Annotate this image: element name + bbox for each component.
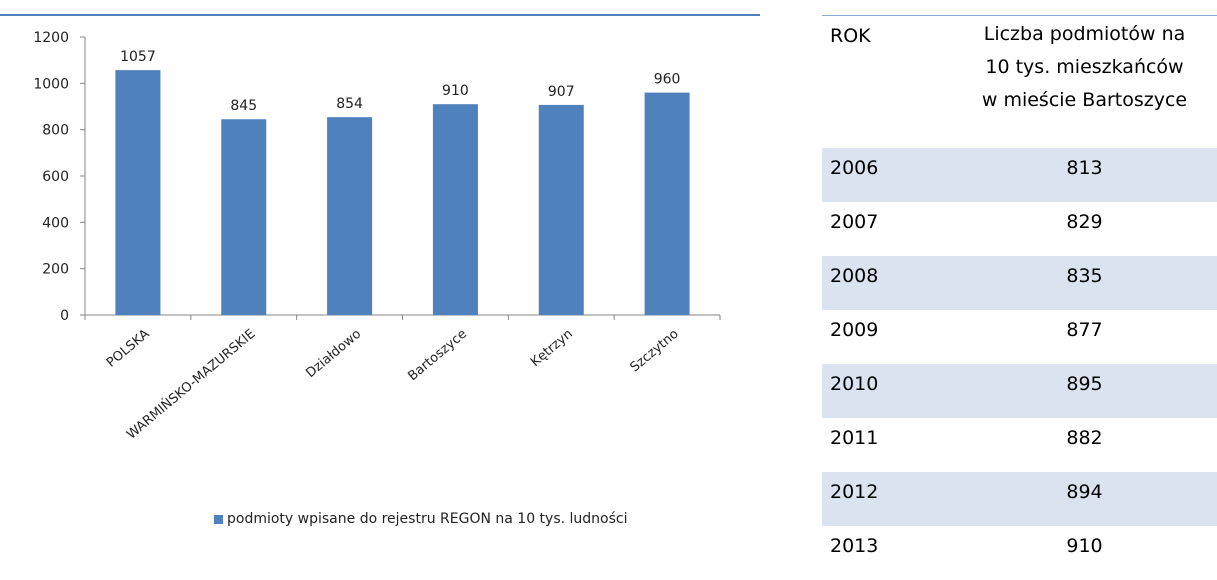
header-year: ROK — [830, 25, 871, 47]
table-row: 2009 877 — [822, 310, 1217, 364]
table-cell-year: 2012 — [830, 481, 879, 503]
table-cell-value: 835 — [1066, 265, 1103, 287]
header-count-line: Liczba podmiotów na — [983, 23, 1186, 45]
table-cell-year: 2010 — [830, 373, 879, 395]
table-row: 2010 895 — [822, 364, 1217, 418]
table-cell-value: 910 — [1066, 535, 1103, 557]
table-row: 2008 835 — [822, 256, 1217, 310]
x-tick-label: POLSKA — [104, 327, 153, 371]
y-tick-label: 1200 — [33, 30, 69, 46]
bar — [644, 92, 690, 315]
table-cell-year: 2008 — [830, 265, 879, 287]
bartoszyce-table: ROK Liczba podmiotów na 10 tys. mieszkań… — [822, 18, 1217, 580]
legend-label: podmioty wpisane do rejestru REGON na 10… — [227, 511, 628, 527]
table-row: 2007 829 — [822, 202, 1217, 256]
bar — [115, 70, 161, 316]
top-rule-left — [0, 14, 760, 16]
header-count-line: w mieście Bartoszyce — [981, 89, 1188, 111]
table-header: ROK Liczba podmiotów na 10 tys. mieszkań… — [822, 18, 1217, 148]
y-tick-label: 400 — [42, 215, 69, 231]
x-tick-label: Działdowo — [303, 327, 364, 382]
table-cell-year: 2013 — [830, 535, 879, 557]
table-cell-year: 2007 — [830, 211, 879, 233]
x-tick-label: Szczytno — [628, 327, 682, 376]
y-tick-label: 200 — [42, 262, 69, 278]
chart-legend: podmioty wpisane do rejestru REGON na 10… — [214, 511, 628, 527]
table-cell-value: 894 — [1066, 481, 1103, 503]
data-label: 960 — [654, 72, 681, 88]
header-count-line: 10 tys. mieszkańców — [985, 56, 1184, 78]
table-row: 2012 894 — [822, 472, 1217, 526]
table-body: 2006 813 2007 829 2008 835 2009 877 2010 895 2011 8… — [822, 148, 1217, 580]
y-tick-label: 600 — [42, 169, 69, 185]
table-cell-value: 895 — [1066, 373, 1103, 395]
table-cell-value: 813 — [1066, 157, 1103, 179]
regon-bar-chart: 0200400600800100012001057POLSKA845WARMIŃ… — [33, 30, 721, 443]
bar — [538, 104, 584, 316]
table-cell-value: 877 — [1066, 319, 1103, 341]
table-cell-value: 829 — [1066, 211, 1103, 233]
data-label: 854 — [336, 96, 363, 112]
data-label: 845 — [230, 98, 257, 114]
table-row: 2011 882 — [822, 418, 1217, 472]
x-tick-label: Bartoszyce — [405, 327, 470, 385]
table-row: 2006 813 — [822, 148, 1217, 202]
y-tick-label: 0 — [60, 308, 69, 324]
table-cell-value: 882 — [1066, 427, 1103, 449]
table-cell-year: 2006 — [830, 157, 879, 179]
data-label: 910 — [442, 83, 469, 99]
data-label: 1057 — [120, 49, 156, 65]
data-label: 907 — [548, 84, 575, 100]
y-tick-label: 800 — [42, 123, 69, 139]
top-rule-right — [822, 15, 1217, 16]
header-count: Liczba podmiotów na 10 tys. mieszkańców … — [952, 18, 1217, 148]
y-tick-label: 1000 — [33, 76, 69, 92]
x-tick-label: Kętrzyn — [528, 327, 576, 370]
bar — [221, 119, 267, 315]
bar — [327, 117, 373, 315]
bar — [432, 104, 478, 315]
table-cell-year: 2009 — [830, 319, 879, 341]
table-row: 2013 910 — [822, 526, 1217, 580]
legend-swatch — [214, 514, 223, 524]
table-cell-year: 2011 — [830, 427, 879, 449]
